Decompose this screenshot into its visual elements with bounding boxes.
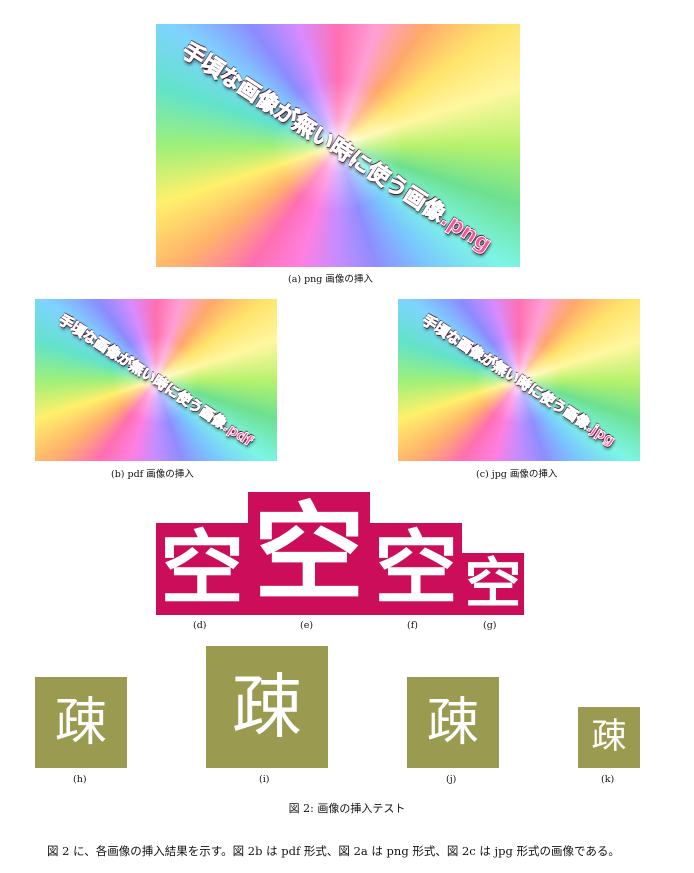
seal-char-g: 空 [464, 553, 522, 615]
jpg-image: 手頃な画像が無い時に使う画像.jpg [398, 299, 640, 461]
caption-f: (f) [407, 620, 418, 631]
caption-a: (a) png 画像の挿入 [288, 274, 373, 285]
seal-char-d: 空 [160, 523, 244, 615]
caption-k: (k) [601, 774, 615, 785]
caption-e: (e) [300, 620, 314, 631]
seal-image-d: 空 [156, 523, 248, 615]
caption-g: (g) [483, 620, 497, 631]
caption-b: (b) pdf 画像の挿入 [111, 469, 194, 480]
body-paragraph: 図 2 に、各画像の挿入結果を示す。図 2b は pdf 形式、図 2a は p… [47, 844, 620, 858]
pdf-image: 手頃な画像が無い時に使う画像.pdf [35, 299, 277, 461]
seal-image-e: 空 [248, 492, 370, 615]
png-image: 手頃な画像が無い時に使う画像.png [156, 24, 520, 267]
seal-image-f: 空 [370, 523, 462, 615]
so-image-j: 疎 [407, 677, 499, 768]
seal-char-e: 空 [253, 492, 365, 615]
so-char-j: 疎 [426, 692, 479, 753]
caption-i: (i) [259, 774, 270, 785]
so-image-i: 疎 [206, 646, 328, 768]
seal-image-g: 空 [462, 553, 524, 615]
seal-char-f: 空 [374, 523, 458, 615]
png-image-overlay-text: 手頃な画像が無い時に使う画像.png [177, 38, 496, 258]
so-char-i: 疎 [232, 666, 302, 748]
so-image-h: 疎 [35, 677, 127, 768]
so-char-k: 疎 [591, 717, 627, 757]
pdf-image-overlay-text: 手頃な画像が無い時に使う画像.pdf [55, 312, 256, 450]
jpg-image-overlay-text: 手頃な画像が無い時に使う画像.jpg [419, 312, 618, 450]
caption-j: (j) [446, 774, 457, 785]
caption-d: (d) [193, 620, 207, 631]
so-image-k: 疎 [578, 707, 640, 768]
so-char-h: 疎 [54, 692, 107, 753]
caption-c: (c) jpg 画像の挿入 [476, 469, 558, 480]
caption-h: (h) [73, 774, 87, 785]
figure-caption: 図 2: 画像の挿入テスト [288, 802, 406, 815]
